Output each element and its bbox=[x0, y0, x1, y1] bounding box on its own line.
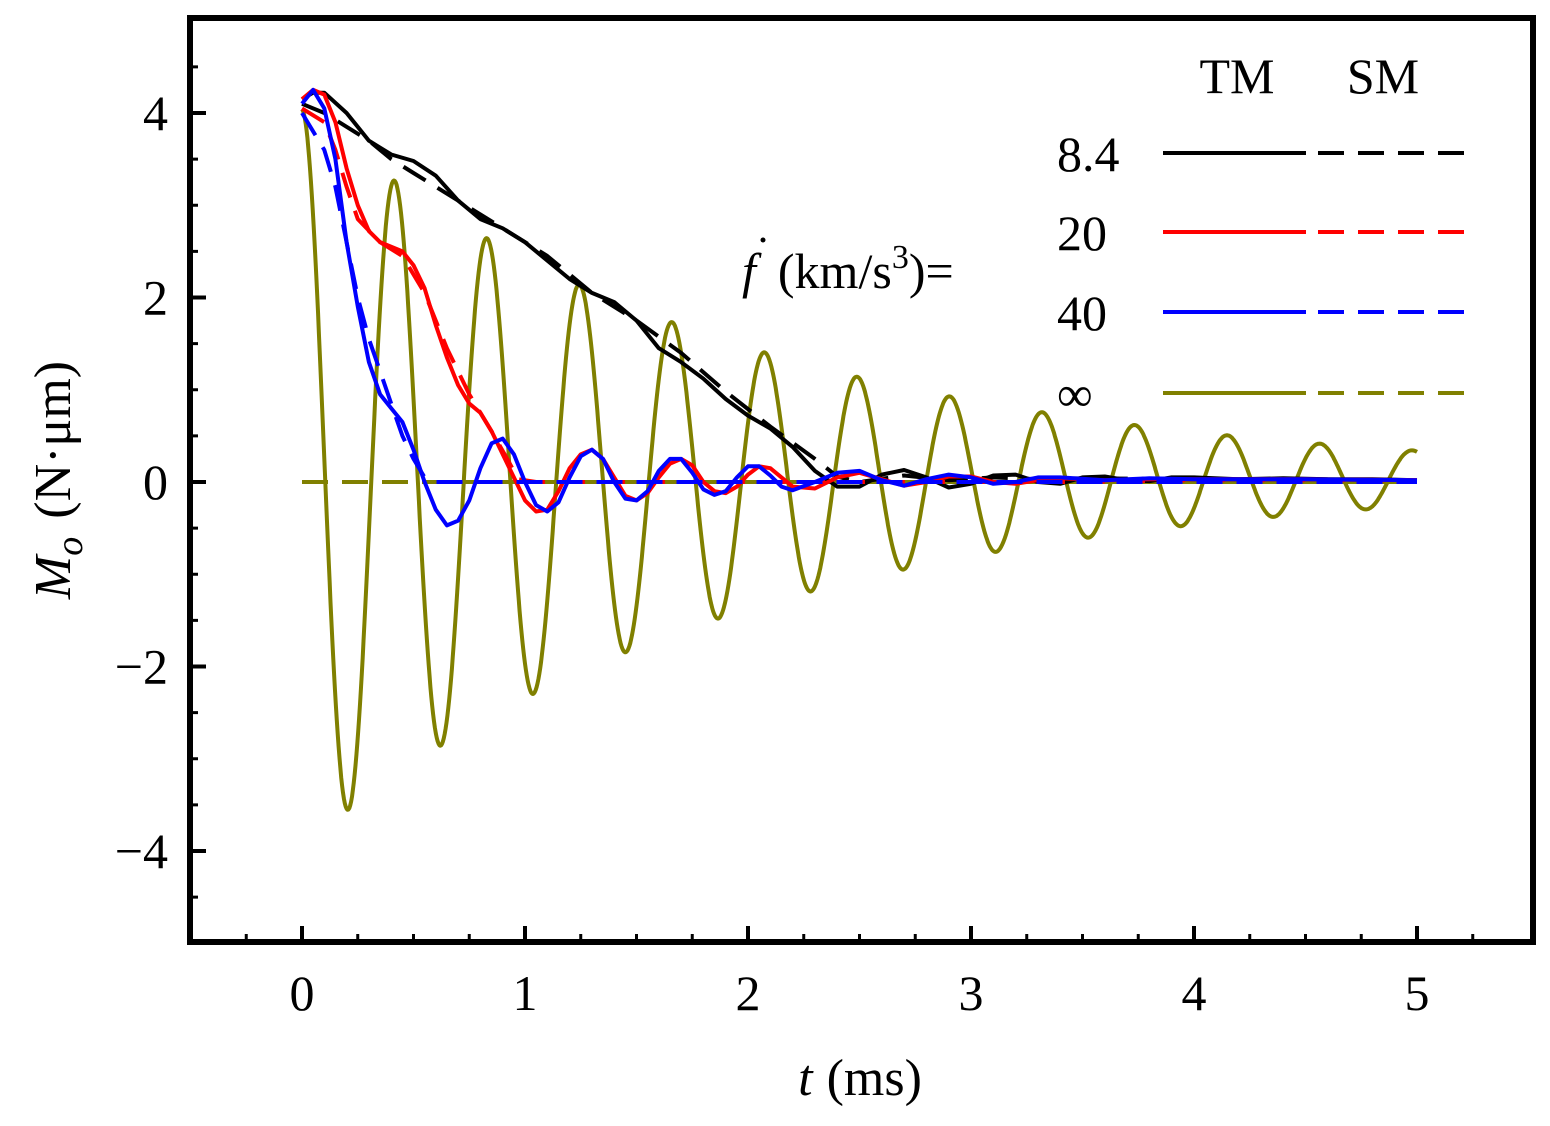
series-line-40-sm bbox=[300, 111, 1417, 484]
x-tick-label-0: 0 bbox=[290, 965, 315, 1021]
x-tick-label-4: 4 bbox=[1182, 965, 1207, 1021]
legend-header-tm: TM bbox=[1200, 48, 1275, 104]
legend-label-1: 20 bbox=[1057, 205, 1107, 261]
legend-header-sm: SM bbox=[1347, 48, 1419, 104]
y-tick-label-0: −4 bbox=[115, 823, 168, 879]
legend-rows: 8.4 20 40 ∞ bbox=[1057, 126, 1472, 422]
y-tick-label-4: 4 bbox=[143, 85, 168, 141]
legend-label-0: 8.4 bbox=[1057, 126, 1120, 182]
y-tick-label-3: 2 bbox=[143, 270, 168, 326]
x-tick-label-3: 3 bbox=[959, 965, 984, 1021]
y-tick-label-2: 0 bbox=[143, 454, 168, 510]
parameter-dot-mark bbox=[760, 237, 766, 243]
series-line-40-tm bbox=[300, 87, 1418, 528]
series-layer bbox=[300, 87, 1419, 812]
x-tick-label-2: 2 bbox=[736, 965, 761, 1021]
x-axis-title: t (ms) bbox=[798, 1050, 922, 1107]
legend-label-3: ∞ bbox=[1057, 366, 1093, 422]
legend-label-2: 40 bbox=[1057, 285, 1107, 341]
x-tick-label-5: 5 bbox=[1405, 965, 1430, 1021]
legend: TM SM f (km/s3)= 8.4 20 40 ∞ bbox=[742, 48, 1472, 422]
series-line-inf-tm bbox=[300, 108, 1419, 812]
x-tick-label-1: 1 bbox=[513, 965, 538, 1021]
legend-parameter-label: f (km/s3)= bbox=[742, 239, 954, 299]
axis-tick-labels: 0 1 2 3 4 5 −4 −2 0 2 4 bbox=[115, 85, 1430, 1021]
axis-ticks bbox=[190, 65, 1475, 942]
y-tick-label-1: −2 bbox=[115, 639, 168, 695]
y-axis-title: Mo(N·μm) bbox=[25, 361, 91, 600]
